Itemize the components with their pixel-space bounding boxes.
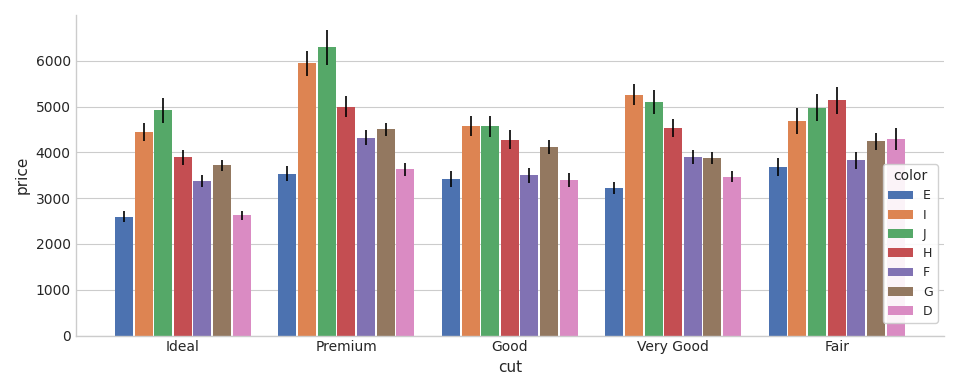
Bar: [665, 128, 682, 335]
Y-axis label: price: price: [15, 156, 30, 195]
Bar: [233, 215, 250, 335]
Bar: [704, 158, 721, 335]
Bar: [154, 110, 173, 335]
Bar: [357, 138, 375, 335]
X-axis label: cut: cut: [498, 360, 522, 375]
Bar: [769, 167, 786, 335]
Bar: [867, 142, 885, 335]
Bar: [134, 132, 152, 335]
Bar: [540, 147, 558, 335]
Bar: [808, 108, 826, 335]
Bar: [605, 188, 623, 335]
Bar: [723, 177, 741, 335]
Bar: [213, 165, 231, 335]
Bar: [396, 169, 414, 335]
Bar: [298, 63, 316, 335]
Bar: [377, 129, 394, 335]
Bar: [501, 140, 519, 335]
Bar: [278, 174, 296, 335]
Bar: [684, 157, 702, 335]
Bar: [644, 102, 663, 335]
Bar: [317, 47, 336, 335]
Bar: [848, 160, 865, 335]
Bar: [521, 176, 538, 335]
Bar: [560, 180, 577, 335]
Legend: E, I, J, H, F, G, D: E, I, J, H, F, G, D: [883, 164, 938, 323]
Bar: [788, 121, 807, 335]
Bar: [115, 216, 133, 335]
Bar: [625, 95, 643, 335]
Bar: [174, 158, 192, 335]
Bar: [338, 107, 355, 335]
Bar: [442, 179, 460, 335]
Bar: [481, 126, 499, 335]
Bar: [194, 181, 211, 335]
Bar: [886, 139, 904, 335]
Bar: [461, 126, 480, 335]
Bar: [828, 100, 846, 335]
